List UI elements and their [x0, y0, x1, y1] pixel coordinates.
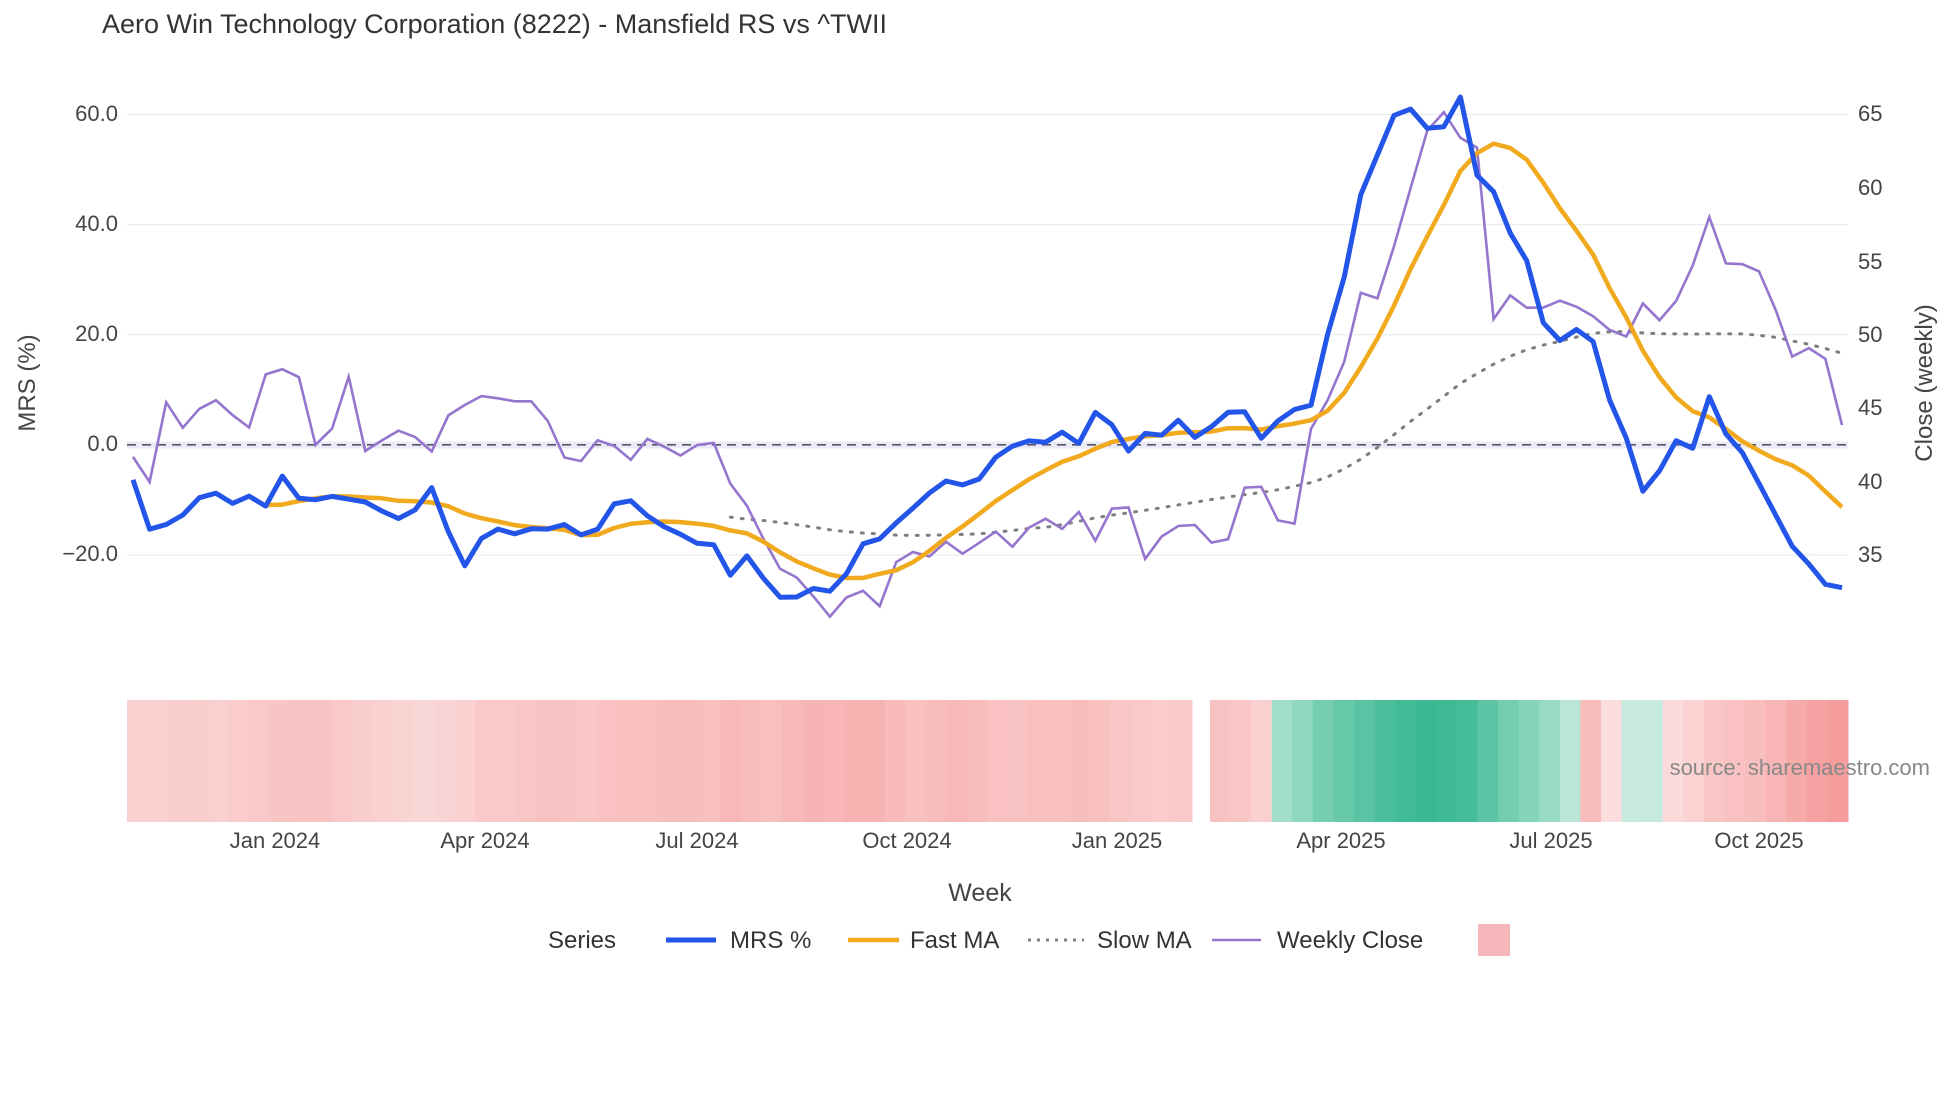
svg-text:MRS %: MRS % — [730, 927, 811, 954]
svg-text:Week: Week — [948, 879, 1012, 907]
svg-text:Jul 2025: Jul 2025 — [1509, 828, 1592, 853]
svg-text:MRS (%): MRS (%) — [14, 334, 41, 431]
svg-text:Oct 2025: Oct 2025 — [1714, 828, 1803, 853]
svg-text:65: 65 — [1858, 101, 1882, 126]
svg-text:Slow MA: Slow MA — [1097, 927, 1192, 954]
svg-text:Fast MA: Fast MA — [910, 927, 999, 954]
svg-text:source: sharemaestro.com: source: sharemaestro.com — [1670, 755, 1930, 780]
svg-text:60.0: 60.0 — [75, 101, 118, 126]
svg-text:Jan 2024: Jan 2024 — [230, 828, 321, 853]
svg-text:35: 35 — [1858, 542, 1882, 567]
svg-text:Series: Series — [548, 927, 616, 954]
svg-text:Jul 2024: Jul 2024 — [655, 828, 738, 853]
svg-text:40: 40 — [1858, 469, 1882, 494]
svg-text:40.0: 40.0 — [75, 211, 118, 236]
svg-text:Apr 2024: Apr 2024 — [440, 828, 529, 853]
svg-text:Oct 2024: Oct 2024 — [862, 828, 951, 853]
svg-text:45: 45 — [1858, 395, 1882, 420]
svg-text:20.0: 20.0 — [75, 321, 118, 346]
svg-text:55: 55 — [1858, 249, 1882, 274]
svg-text:Apr 2025: Apr 2025 — [1296, 828, 1385, 853]
svg-text:50: 50 — [1858, 322, 1882, 347]
svg-text:Close (weekly): Close (weekly) — [1911, 304, 1938, 461]
svg-text:Weekly Close: Weekly Close — [1277, 927, 1423, 954]
svg-text:−20.0: −20.0 — [62, 541, 118, 566]
svg-text:60: 60 — [1858, 175, 1882, 200]
svg-text:Aero Win Technology Corporatio: Aero Win Technology Corporation (8222) -… — [102, 9, 887, 39]
svg-text:Jan 2025: Jan 2025 — [1072, 828, 1163, 853]
svg-text:0.0: 0.0 — [87, 431, 118, 456]
